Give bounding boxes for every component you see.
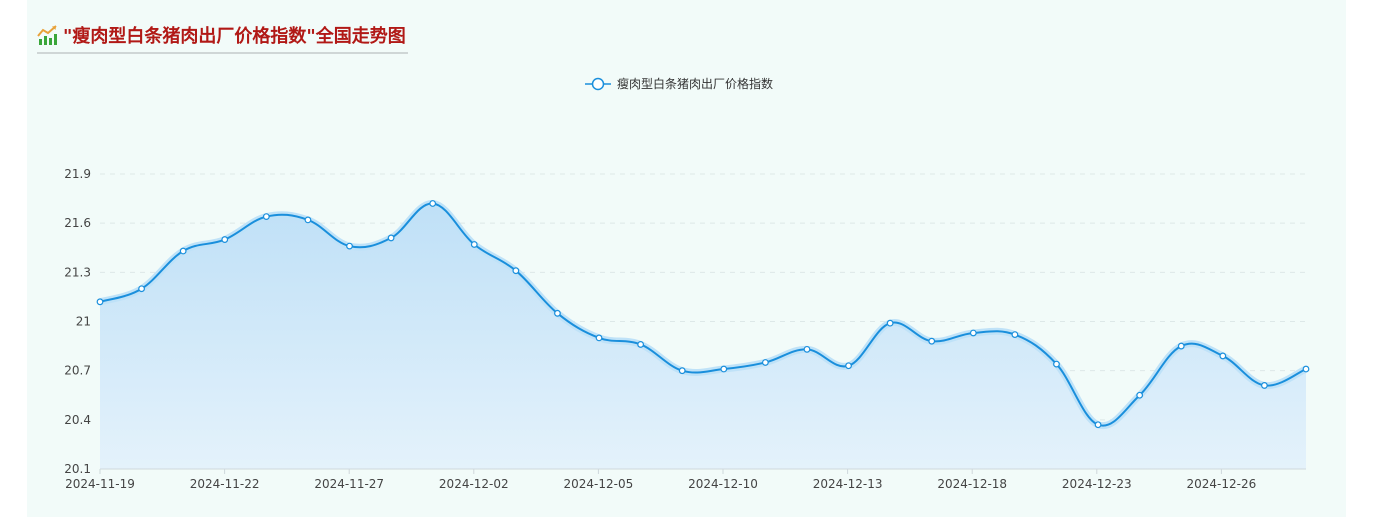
y-tick-label: 21.6 xyxy=(64,216,91,230)
series-points xyxy=(96,200,1310,429)
data-point xyxy=(1011,331,1019,339)
data-point xyxy=(346,242,353,250)
y-tick-label: 20.1 xyxy=(64,462,91,476)
data-point xyxy=(803,345,811,353)
y-tick-label: 20.4 xyxy=(64,413,91,427)
x-tick-label: 2024-11-27 xyxy=(314,477,384,491)
x-tick-label: 2024-11-19 xyxy=(65,477,135,491)
data-point xyxy=(179,247,187,255)
data-point xyxy=(1177,342,1185,350)
data-point xyxy=(304,216,312,224)
data-point xyxy=(886,319,894,327)
chart-legend[interactable]: 瘦肉型白条猪肉出厂价格指数 xyxy=(585,76,773,91)
legend-label: 瘦肉型白条猪肉出厂价格指数 xyxy=(617,76,773,91)
page-title: "瘦肉型白条猪肉出厂价格指数"全国走势图 xyxy=(63,26,406,47)
data-point xyxy=(1219,352,1227,360)
x-tick-label: 2024-12-18 xyxy=(937,477,1007,491)
x-tick-label: 2024-12-23 xyxy=(1062,477,1132,491)
y-tick-label: 21.3 xyxy=(64,265,91,279)
data-point xyxy=(138,285,145,293)
area-fill xyxy=(100,203,1306,470)
data-point xyxy=(262,213,270,221)
axes: 20.1 20.4 20.7 21 21.3 21.6 21.9 2024-11-19 2024… xyxy=(64,167,1306,491)
y-tick-label: 20.7 xyxy=(64,364,91,378)
trend-chart-icon xyxy=(37,25,57,45)
x-tick-label: 2024-11-22 xyxy=(190,477,260,491)
legend-marker-icon xyxy=(591,77,605,91)
data-point xyxy=(595,334,603,342)
area-shape xyxy=(100,203,1306,470)
x-tick-label: 2024-12-13 xyxy=(813,477,883,491)
x-tick-label: 2024-12-10 xyxy=(688,477,758,491)
data-point xyxy=(845,362,852,370)
data-point xyxy=(554,309,561,317)
x-tick-label: 2024-12-02 xyxy=(439,477,509,491)
x-tick-label: 2024-12-26 xyxy=(1187,477,1257,491)
data-point xyxy=(512,267,520,275)
data-point xyxy=(1302,365,1310,373)
data-point xyxy=(720,365,728,373)
data-point xyxy=(387,234,395,242)
data-point xyxy=(1261,382,1268,389)
data-point xyxy=(470,241,478,248)
chart-title-bar: "瘦肉型白条猪肉出厂价格指数"全国走势图 xyxy=(37,18,408,54)
data-point xyxy=(429,200,437,207)
y-tick-label: 21.9 xyxy=(64,167,91,181)
data-point xyxy=(1094,421,1102,429)
data-point xyxy=(761,359,769,366)
data-point xyxy=(96,298,104,306)
data-point xyxy=(1053,360,1060,368)
data-point xyxy=(928,337,936,345)
data-point xyxy=(637,341,645,348)
data-point xyxy=(1136,391,1144,399)
data-point xyxy=(221,236,229,243)
data-point xyxy=(678,367,686,375)
data-point xyxy=(969,329,977,337)
x-tick-label: 2024-12-05 xyxy=(564,477,634,491)
y-tick-label: 21 xyxy=(76,315,91,329)
